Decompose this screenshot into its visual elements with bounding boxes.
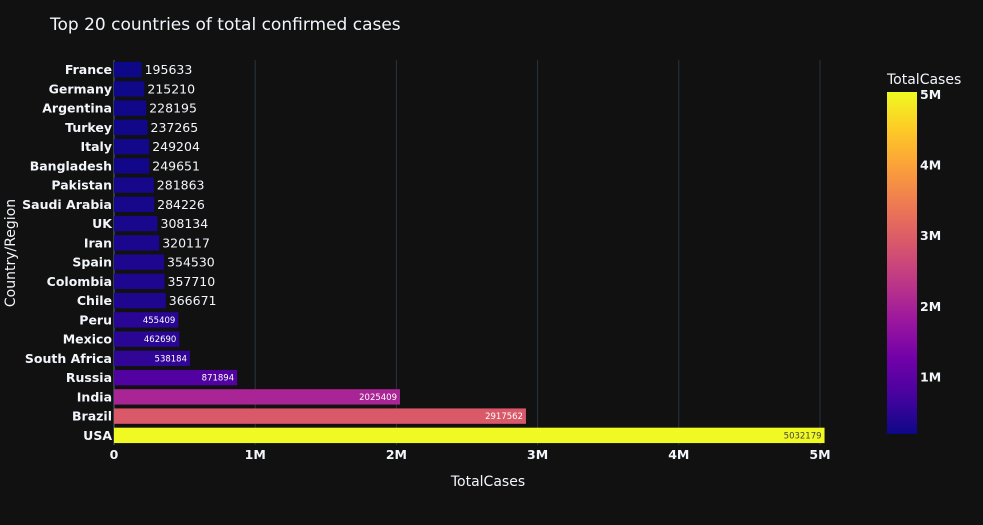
data-label: 237265 <box>151 120 199 135</box>
y-tick-labels: France Germany Argentina Turkey Italy Banglad… <box>22 62 113 443</box>
bar <box>114 331 180 347</box>
colorbar-tick-label: 3M <box>920 228 941 243</box>
x-tick-label: 0 <box>110 447 119 462</box>
grid <box>113 60 821 445</box>
bar <box>114 389 400 405</box>
data-label: 2025409 <box>359 393 397 403</box>
y-tick-label: Peru <box>79 312 112 327</box>
data-label: 228195 <box>149 101 197 116</box>
data-label: 455409 <box>143 316 175 326</box>
y-tick-label: Mexico <box>63 332 113 347</box>
colorbar-tick-label: 4M <box>920 157 941 172</box>
y-tick-label: UK <box>92 216 113 231</box>
y-tick-label: Germany <box>49 81 112 96</box>
bar <box>114 369 238 386</box>
bar <box>114 427 825 444</box>
data-label: 366671 <box>169 293 217 308</box>
data-label: 281863 <box>157 178 205 193</box>
bar <box>114 350 190 367</box>
y-tick-label: South Africa <box>25 351 112 366</box>
x-tick-label: 3M <box>527 447 548 462</box>
bar <box>114 196 155 213</box>
bar <box>114 408 526 424</box>
chart-title: Top 20 countries of total confirmed case… <box>49 15 401 35</box>
x-tick-labels: 0 1M 2M 3M 4M 5M <box>110 447 831 462</box>
bar <box>114 100 147 116</box>
data-label: 215210 <box>147 81 195 96</box>
data-label: 195633 <box>145 62 193 77</box>
data-label: 320117 <box>162 235 210 250</box>
bar <box>114 254 165 270</box>
bar <box>114 235 160 251</box>
data-label: 871894 <box>202 374 234 384</box>
y-tick-label: Saudi Arabia <box>22 197 112 212</box>
y-tick-label: Bangladesh <box>30 158 112 173</box>
y-tick-label: Pakistan <box>51 178 112 193</box>
x-tick-label: 5M <box>809 447 830 462</box>
y-tick-label: Brazil <box>72 409 112 424</box>
x-axis-title: TotalCases <box>450 474 525 490</box>
x-tick-label: 4M <box>668 447 689 462</box>
bar <box>114 292 166 309</box>
data-label: 284226 <box>157 197 205 212</box>
y-tick-label: Italy <box>81 139 113 154</box>
colorbar-tick-label: 5M <box>920 87 941 102</box>
colorbar-ticks: 1M 2M 3M 4M 5M <box>920 87 941 385</box>
y-tick-label: Spain <box>72 255 112 270</box>
y-tick-label: Chile <box>77 293 112 308</box>
data-label: 249204 <box>152 139 200 154</box>
bar <box>114 215 158 232</box>
y-tick-label: USA <box>83 428 112 443</box>
colorbar <box>887 92 917 434</box>
bar <box>114 81 145 97</box>
data-label: 249651 <box>152 158 200 173</box>
data-label: 357710 <box>168 274 216 289</box>
y-tick-label: India <box>77 389 112 404</box>
data-label: 354530 <box>167 255 215 270</box>
y-tick-label: Iran <box>84 235 112 250</box>
x-tick-label: 1M <box>245 447 266 462</box>
bar <box>114 61 142 78</box>
bar <box>114 158 150 174</box>
colorbar-title: TotalCases <box>886 72 961 88</box>
colorbar-tick-label: 2M <box>920 299 941 314</box>
bars: 195633 215210 228195 237265 249204 249651 2818… <box>114 61 825 444</box>
y-tick-label: France <box>65 62 112 77</box>
data-label: 5032179 <box>784 431 822 441</box>
y-axis-title: Country/Region <box>3 199 19 307</box>
data-label: 538184 <box>155 354 187 364</box>
bar <box>114 138 150 155</box>
bar <box>114 119 148 136</box>
y-tick-label: Argentina <box>42 101 112 116</box>
bar <box>114 312 179 328</box>
y-tick-label: Russia <box>66 370 112 385</box>
y-tick-label: Colombia <box>47 274 112 289</box>
bar <box>114 273 165 290</box>
data-label: 2917562 <box>485 412 523 422</box>
bar <box>114 177 154 193</box>
x-tick-label: 2M <box>386 447 407 462</box>
data-label: 462690 <box>144 335 176 345</box>
colorbar-tick-label: 1M <box>920 370 941 385</box>
y-tick-label: Turkey <box>65 120 112 135</box>
data-label: 308134 <box>161 216 209 231</box>
